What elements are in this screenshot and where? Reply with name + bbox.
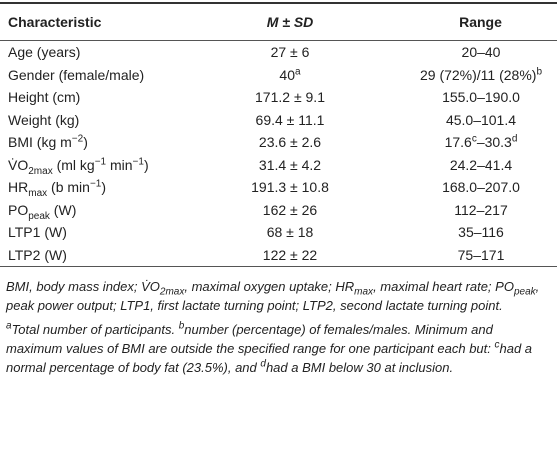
sup-text: −1 [89,178,102,190]
table-cell: BMI (kg m−2) [0,131,215,154]
sup-text: d [511,133,518,145]
text: (b min [47,179,90,196]
text: , peak power output; LTP1, first lactate… [6,279,540,313]
sup-text: d [260,358,266,370]
table-row: Gender (female/male) 40a 29 (72%)/11 (28%)… [0,64,557,87]
table-row: Height (cm) 171.2 ± 9.1 155.0–190.0 [0,86,557,109]
text: –30.3 [476,134,512,151]
text: ) [83,134,88,151]
table-row: POpeak (W) 162 ± 26 112–217 [0,199,557,222]
table-cell: 17.6c–30.3d [365,131,557,154]
header-cell: Range [459,14,502,30]
table-row: HRmax (b min−1) 191.3 ± 10.8 168.0–207.0 [0,176,557,200]
table-cell: 23.6 ± 2.6 [258,134,322,151]
text: , maximal heart rate; PO [373,279,514,294]
sup-text: b [536,66,543,78]
text: had a BMI below 30 at inclusion. [265,360,454,375]
table-cell: Gender (female/male) [8,66,145,83]
table-cell: 112–217 [454,201,508,218]
sup-text: −1 [132,156,144,168]
table-cell: LTP1 (W) [8,224,67,241]
table-row: LTP2 (W) 122 ± 22 75–171 [0,244,557,267]
table-row: Age (years) 27 ± 6 20–40 [0,41,557,64]
table-cell: POpeak (W) [0,199,215,222]
sup-text: −1 [94,156,107,168]
table-cell: 27 ± 6 [270,44,310,61]
table-cell: 31.4 ± 4.2 [258,156,322,173]
table-cell: 29 (72%)/11 (28%)b [365,64,557,87]
sup-text: a [295,66,301,78]
table-cell: 75–171 [457,246,505,263]
table-cell: 168.0–207.0 [442,179,520,196]
footnotes: BMI, body mass index; V̇O2max, maximal o… [0,267,557,377]
table-cell: 68 ± 18 [266,224,314,241]
sup-text: a [6,320,12,332]
table-cell: Age (years) [8,44,81,61]
table-cell: Height (cm) [8,89,81,106]
table-cell: 24.2–41.4 [449,156,513,173]
text: (ml kg [52,156,95,173]
table-row: V̇O2max (ml kg−1 min−1) 31.4 ± 4.2 24.2–41… [0,154,557,177]
sub-text: max [28,188,48,200]
text: 40 [279,66,295,83]
table-cell: 122 ± 22 [262,246,318,263]
table-body: Age (years) 27 ± 6 20–40 Gender (female/mal… [0,41,557,267]
text: BMI, body mass index; V̇O [6,279,160,294]
header-row: Characteristic M ± SD Range [0,3,557,41]
text: HR [8,179,29,196]
table-cell: 155.0–190.0 [442,89,520,106]
table-cell: HRmax (b min−1) [0,176,215,200]
sub-text: 2max [28,165,53,177]
footnote: BMI, body mass index; V̇O2max, maximal o… [6,277,551,315]
text: ) [101,179,107,196]
text: min [106,156,133,173]
table-cell: 40a [215,64,365,87]
table-cell: Weight (kg) [8,111,80,128]
table-cell: 171.2 ± 9.1 [255,89,325,106]
table-cell: LTP2 (W) [8,246,67,263]
text: , maximal oxygen uptake; HR [184,279,355,294]
text: 29 (72%)/11 (28%) [419,66,537,83]
table-cell: 20–40 [461,44,501,61]
sup-text: c [471,133,477,145]
table-cell: 45.0–101.4 [445,111,517,128]
table-cell: 191.3 ± 10.8 [251,179,329,196]
text: Total number of participants. [11,322,179,337]
text: BMI (kg m [8,134,72,151]
sub-text: max [354,286,374,298]
sub-text: 2max [159,286,185,298]
text: PO [8,201,29,218]
sup-text: c [494,339,500,351]
footnote: aTotal number of participants. bnumber (… [6,320,551,377]
sup-text: −2 [71,133,84,145]
text: (W) [49,201,77,218]
text: V̇O [8,156,29,173]
table-cell: 162 ± 26 [262,201,318,218]
sub-text: peak [28,210,50,222]
header-cell: Characteristic [8,14,102,30]
text: had a normal percentage of body fat (23.… [6,341,533,375]
table-cell: 35–116 [458,224,504,241]
sup-text: b [178,320,185,332]
table-cell: V̇O2max (ml kg−1 min−1) [0,154,215,177]
text: number (percentage) of females/males. Mi… [6,322,495,356]
text: 17.6 [444,134,472,151]
text: ) [143,156,149,173]
table-row: Weight (kg) 69.4 ± 11.1 45.0–101.4 [0,109,557,132]
table-row: LTP1 (W) 68 ± 18 35–116 [0,221,557,244]
table-row: BMI (kg m−2) 23.6 ± 2.6 17.6c–30.3d [0,131,557,154]
data-table: Characteristic M ± SD Range Age (years) 27 … [0,2,557,267]
table-head: Characteristic M ± SD Range [0,3,557,41]
table-cell: 69.4 ± 11.1 [255,111,325,128]
header-cell: M ± SD [266,14,314,30]
sub-text: peak [513,286,536,298]
